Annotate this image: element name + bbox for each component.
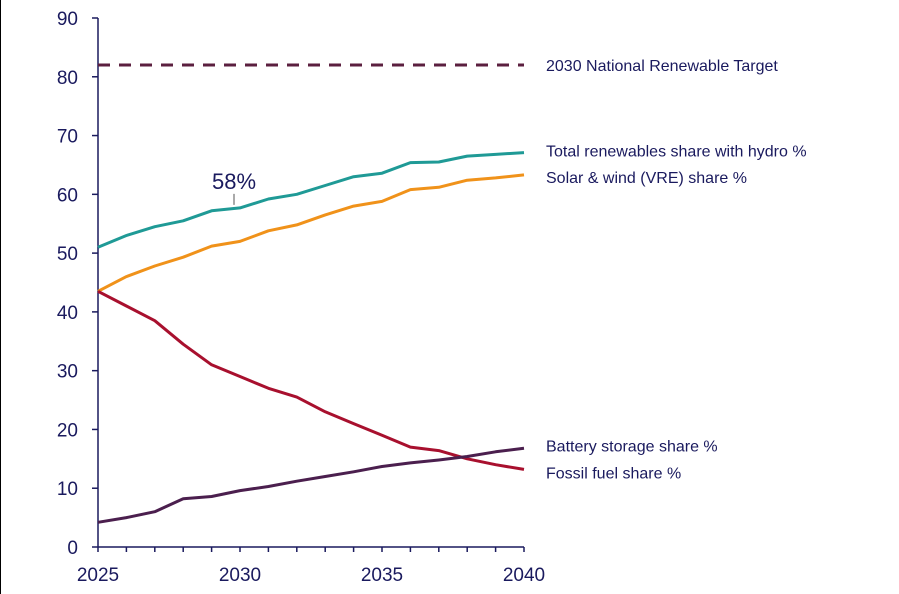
x-tick-label: 2035: [361, 565, 403, 586]
y-tick-label: 90: [57, 9, 78, 30]
chart-series: [97, 63, 525, 524]
y-tick-label: 50: [57, 244, 78, 265]
y-tick-label: 80: [57, 68, 78, 89]
series-label-battery-storage-share: Battery storage share %: [546, 438, 718, 455]
series-label-total-renewables-share-with-hydro: Total renewables share with hydro %: [546, 144, 807, 161]
y-tick-label: 40: [57, 303, 78, 324]
series-label-solar-wind-vre-share: Solar & wind (VRE) share %: [546, 170, 747, 187]
series-line-solar-wind-vre-share: [97, 173, 525, 293]
x-tick-label: 2040: [503, 565, 545, 586]
y-tick-label: 10: [57, 479, 78, 500]
x-tick-label: 2025: [77, 565, 119, 586]
series-label-2030-national-renewable-target: 2030 National Renewable Target: [546, 58, 778, 75]
chart-annotations: 58%: [212, 169, 256, 205]
chart-series-labels: 2030 National Renewable Target Total rene…: [546, 58, 807, 482]
y-tick-label: 30: [57, 362, 78, 383]
series-line-battery-storage-share: [97, 446, 525, 524]
y-tick-label: 20: [57, 420, 78, 441]
y-tick-label: 60: [57, 185, 78, 206]
y-tick-label: 0: [67, 538, 78, 559]
series-line-total-renewables-share-with-hydro: [97, 151, 525, 249]
y-tick-label: 70: [57, 127, 78, 148]
x-tick-label: 2030: [219, 565, 261, 586]
annotation-label: 58%: [212, 169, 256, 194]
series-label-fossil-fuel-share: Fossil fuel share %: [546, 465, 681, 482]
series-line-fossil-fuel-share: [97, 289, 525, 471]
left-border-rule: [0, 0, 1, 594]
